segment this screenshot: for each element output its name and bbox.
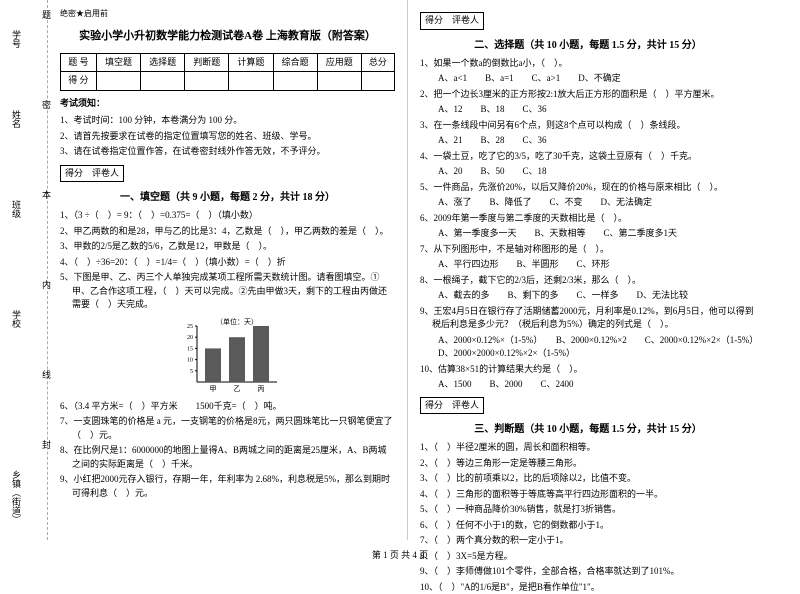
- score-col: 填空题: [96, 53, 140, 72]
- choice-opts: A、第一季度多一天 B、天数相等 C、第二季度多1天: [420, 227, 756, 241]
- side-label-id: 学号: [10, 30, 23, 48]
- side-label-class: 班级: [10, 200, 23, 218]
- choice-opts: A、21 B、28 C、36: [420, 134, 756, 148]
- fill-q: 7、一支圆珠笔的价格是 a 元，一支钢笔的价格是8元，两只圆珠笔比一只钢笔便宜了…: [60, 415, 395, 442]
- side-label-school: 学校: [10, 310, 23, 328]
- fill-q: 2、甲乙两数的和是28，甲与乙的比是3：4，乙数是（ ），甲乙两数的差是（ ）。: [60, 225, 395, 239]
- svg-text:15: 15: [187, 346, 193, 352]
- score-table: 题 号填空题选择题判断题计算题综合题应用题总分 得 分: [60, 53, 395, 91]
- fill-q: 9、小红把2000元存入银行，存期一年，年利率为 2.68%，利息税是5%，那么…: [60, 473, 395, 500]
- column-right: 得分 评卷人 二、选择题（共 10 小题，每题 1.5 分，共计 15 分） 1…: [408, 0, 768, 540]
- fill-q: 6、（3.4 平方米=（ ）平方米 1500千克=（ ）吨。: [60, 400, 395, 414]
- notice-head: 考试须知：: [60, 97, 395, 111]
- score-cell: [361, 72, 394, 91]
- notice-item: 2、请首先按要求在试卷的指定位置填写您的姓名、班级、学号。: [60, 130, 395, 144]
- svg-text:乙: 乙: [233, 385, 240, 393]
- section1-title: 一、填空题（共 9 小题，每题 2 分，共计 18 分）: [60, 190, 395, 205]
- exam-title: 实验小学小升初数学能力检测试卷A卷 上海教育版（附答案）: [60, 28, 395, 45]
- fill-q: 3、甲数的2/5是乙数的5/6，乙数是12，甲数是（ ）。: [60, 240, 395, 254]
- score-cell: [273, 72, 317, 91]
- judge-q: 4、（ ）三角形的面积等于等底等高平行四边形面积的一半。: [420, 488, 756, 502]
- svg-text:甲: 甲: [209, 385, 216, 393]
- choice-q: 5、一件商品，先涨价20%，以后又降价20%，现在的价格与原来相比（ ）。: [420, 181, 756, 195]
- seal-mark: 内: [40, 280, 53, 289]
- choice-q: 10、估算38×51的计算结果大约是（ ）。: [420, 363, 756, 377]
- judge-q: 7、（ ）两个真分数的积一定小于1。: [420, 534, 756, 548]
- fill-q: 4、（ ）÷36=20：（ ）=1/4=（ ）（填小数）=（ ）折: [60, 256, 395, 270]
- svg-text:丙: 丙: [257, 385, 264, 393]
- choice-opts: A、1500 B、2000 C、2400: [420, 378, 756, 392]
- score-box: 得分 评卷人: [420, 397, 484, 415]
- choice-q: 3、在一条线段中间另有6个点，则这8个点可以构成（ ）条线段。: [420, 119, 756, 133]
- choice-q: 6、2009年第一季度与第二季度的天数相比是（ ）。: [420, 212, 756, 226]
- score-col: 综合题: [273, 53, 317, 72]
- choice-opts: A、截去的多 B、剩下的多 C、一样多 D、无法比较: [420, 289, 756, 303]
- score-cell: [185, 72, 229, 91]
- seal-mark: 线: [40, 370, 53, 379]
- fill-q: 1、（3 ÷（ ）= 9：（ ）=0.375=（ ）（填小数）: [60, 209, 395, 223]
- score-col: 计算题: [229, 53, 273, 72]
- choice-opts: A、12 B、18 C、36: [420, 103, 756, 117]
- fill-q: 5、下图是甲、乙、丙三个人单独完成某项工程所需天数统计图。请看图填空。①甲、乙合…: [60, 271, 395, 312]
- score-box: 得分 评卷人: [60, 165, 124, 183]
- seal-mark: 封: [40, 440, 53, 449]
- secret-label: 绝密★启用前: [60, 8, 395, 20]
- seal-mark: 题: [40, 10, 53, 19]
- score-col: 总分: [361, 53, 394, 72]
- svg-text:（单位：天）: （单位：天）: [216, 317, 258, 326]
- judge-q: 5、（ ）一种商品降价30%销售，就是打3折销售。: [420, 503, 756, 517]
- score-cell: 得 分: [61, 72, 97, 91]
- bar-chart: （单位：天） 5 10 15 20 25 甲 乙 丙: [173, 316, 283, 396]
- section3-title: 三、判断题（共 10 小题，每题 1.5 分，共计 15 分）: [420, 422, 756, 437]
- svg-text:5: 5: [190, 368, 193, 374]
- judge-q: 10、（ ）"A的1/6是B"，是把B看作单位"1"。: [420, 581, 756, 594]
- choice-opts: A、平行四边形 B、半圆形 C、环形: [420, 258, 756, 272]
- choice-q: 2、把一个边长3厘米的正方形按2:1放大后正方形的面积是（ ）平方厘米。: [420, 88, 756, 102]
- choice-q: 7、从下列图形中，不是轴对称图形的是（ ）。: [420, 243, 756, 257]
- side-label-town: 乡镇（街道）: [10, 470, 23, 524]
- column-left: 绝密★启用前 实验小学小升初数学能力检测试卷A卷 上海教育版（附答案） 题 号填…: [48, 0, 408, 540]
- side-label-name: 姓名: [10, 110, 23, 128]
- svg-text:10: 10: [187, 357, 193, 363]
- choice-opts: A、涨了 B、降低了 C、不变 D、无法确定: [420, 196, 756, 210]
- score-cell: [229, 72, 273, 91]
- choice-opts: A、20 B、50 C、18: [420, 165, 756, 179]
- section2-title: 二、选择题（共 10 小题，每题 1.5 分，共计 15 分）: [420, 38, 756, 53]
- score-col: 题 号: [61, 53, 97, 72]
- judge-q: 6、（ ）任何不小于1的数，它的倒数都小于1。: [420, 519, 756, 533]
- judge-q: 2、（ ）等边三角形一定是等腰三角形。: [420, 457, 756, 471]
- notice-item: 1、考试时间：100 分钟，本卷满分为 100 分。: [60, 114, 395, 128]
- notice-item: 3、请在试卷指定位置作答，在试卷密封线外作答无效，不予评分。: [60, 145, 395, 159]
- binding-sidebar: 学号 姓名 班级 学校 乡镇（街道） 题 密 本 内 线 封: [0, 0, 48, 540]
- judge-q: 9、（ ）李师傅做101个零件，全部合格，合格率就达到了101%。: [420, 565, 756, 579]
- choice-q: 1、如果一个数a的倒数比a小，（ ）。: [420, 57, 756, 71]
- seal-mark: 本: [40, 190, 53, 199]
- choice-q: 8、一根绳子，截下它的2/3后，还剩2/3米，那么（ ）。: [420, 274, 756, 288]
- score-cell: [141, 72, 185, 91]
- choice-q: 9、王宏4月5日在银行存了活期储蓄2000元，月利率是0.12%，到6月5日，他…: [420, 305, 756, 332]
- fill-q: 8、在比例尺是1：6000000的地图上量得A、B两城之间的距离是25厘米，A、…: [60, 444, 395, 471]
- judge-q: 1、（ ）半径2厘米的圆，周长和面积相等。: [420, 441, 756, 455]
- score-col: 应用题: [317, 53, 361, 72]
- choice-q: 4、一袋土豆，吃了它的3/5，吃了30千克，这袋土豆原有（ ）千克。: [420, 150, 756, 164]
- score-cell: [317, 72, 361, 91]
- page-footer: 第 1 页 共 4 页: [0, 548, 800, 561]
- score-col: 选择题: [141, 53, 185, 72]
- score-box: 得分 评卷人: [420, 12, 484, 30]
- svg-text:25: 25: [187, 324, 193, 330]
- seal-mark: 密: [40, 100, 53, 109]
- judge-q: 3、（ ）比的前项乘以2，比的后项除以2，比值不变。: [420, 472, 756, 486]
- svg-text:20: 20: [187, 335, 193, 341]
- score-col: 判断题: [185, 53, 229, 72]
- choice-opts: A、2000×0.12%×（1-5%） B、2000×0.12%×2 C、200…: [420, 334, 756, 361]
- score-cell: [96, 72, 140, 91]
- choice-opts: A、a<1 B、a=1 C、a>1 D、不确定: [420, 72, 756, 86]
